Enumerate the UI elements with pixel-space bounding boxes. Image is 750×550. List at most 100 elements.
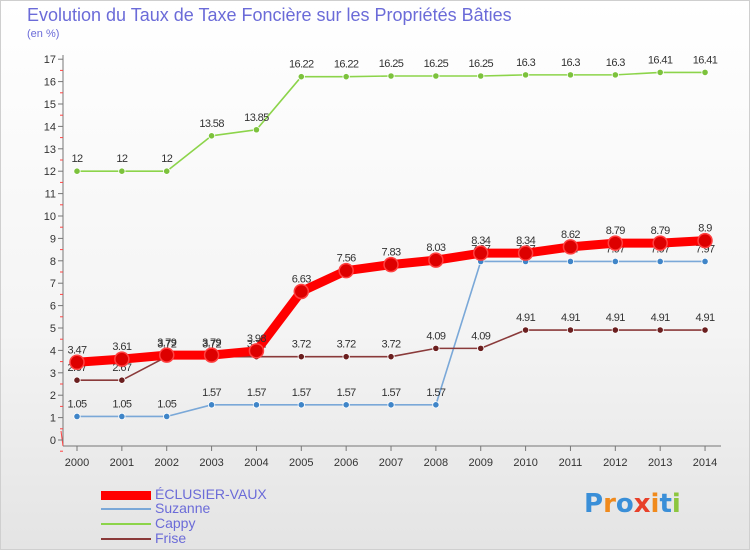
data-point-cappy: [611, 71, 619, 79]
y-axis-break-mark: [60, 430, 64, 447]
data-point-eclusier-vaux: [293, 283, 310, 300]
data-label-frise: 4.91: [696, 312, 715, 324]
data-point-cappy: [477, 72, 485, 80]
data-point-eclusier-vaux: [607, 235, 624, 251]
data-label-frise: 3.72: [202, 339, 221, 351]
data-point-suzanne: [297, 401, 305, 409]
data-point-suzanne: [252, 401, 261, 409]
x-tick-label: 2002: [154, 457, 178, 469]
data-label-frise: 4.91: [606, 312, 625, 324]
y-tick-label: 15: [44, 99, 56, 111]
legend-item-frise: Frise: [101, 530, 361, 546]
y-tick-label: 5: [50, 323, 56, 335]
data-point-cappy: [656, 68, 664, 77]
data-point-eclusier-vaux: [517, 245, 534, 261]
data-label-eclusier-vaux: 3.47: [67, 344, 86, 356]
data-label-suzanne: 1.05: [112, 398, 131, 410]
data-label-cappy: 12: [71, 153, 83, 165]
data-point-eclusier-vaux: [158, 347, 175, 363]
data-label-frise: 3.72: [292, 339, 311, 351]
data-point-suzanne: [73, 412, 81, 421]
y-tick-label: 11: [45, 189, 56, 201]
data-point-suzanne: [701, 257, 709, 266]
data-point-frise: [387, 353, 395, 361]
legend-item-suzanne: Suzanne: [101, 500, 361, 516]
data-label-eclusier-vaux: 3.79: [157, 337, 176, 349]
legend-label-suzanne: Suzanne: [155, 500, 211, 516]
data-label-suzanne: 1.57: [382, 387, 401, 399]
data-label-frise: 4.91: [516, 312, 535, 324]
data-label-cappy: 16.22: [334, 59, 359, 71]
y-tick-label: 17: [44, 54, 56, 66]
x-tick-label: 2010: [513, 457, 537, 469]
data-point-suzanne: [118, 412, 126, 421]
data-point-frise: [566, 326, 575, 334]
data-point-frise: [521, 326, 530, 334]
data-label-eclusier-vaux: 7.83: [382, 247, 401, 259]
data-label-suzanne: 1.05: [157, 398, 176, 410]
data-label-frise: 4.09: [471, 330, 490, 342]
data-label-eclusier-vaux: 7.56: [337, 253, 356, 265]
y-tick-label: 12: [44, 166, 56, 178]
y-tick-label: 8: [50, 256, 56, 268]
data-label-cappy: 16.25: [468, 58, 493, 70]
legend-item-cappy: Cappy: [101, 515, 361, 531]
data-label-cappy: 13.85: [244, 112, 269, 124]
legend-swatch-eclusier-vaux: [101, 490, 151, 500]
x-tick-label: 2013: [648, 457, 672, 469]
logo-letter: i: [650, 489, 660, 519]
data-point-eclusier-vaux: [338, 262, 354, 279]
y-tick-label: 16: [44, 77, 56, 89]
data-label-cappy: 16.41: [693, 54, 718, 66]
logo-letter: r: [603, 489, 616, 519]
data-point-eclusier-vaux: [114, 351, 130, 367]
legend-swatch-cappy: [101, 523, 151, 525]
data-label-eclusier-vaux: 3.98: [247, 333, 266, 345]
y-tick-label: 6: [50, 301, 56, 313]
data-label-frise: 4.09: [426, 330, 445, 342]
x-tick-label: 2000: [65, 457, 89, 469]
legend-swatch-suzanne: [101, 508, 151, 510]
data-label-eclusier-vaux: 8.79: [606, 225, 625, 237]
data-point-frise: [342, 353, 350, 361]
data-label-suzanne: 1.05: [67, 398, 86, 410]
chart-title: Evolution du Taux de Taxe Foncière sur l…: [27, 5, 512, 25]
data-point-cappy: [432, 72, 440, 80]
data-point-eclusier-vaux: [383, 256, 399, 273]
data-point-suzanne: [432, 401, 440, 409]
x-tick-label: 2001: [110, 457, 134, 469]
logo-letter: i: [671, 489, 681, 519]
data-label-cappy: 16.3: [561, 57, 580, 69]
data-point-eclusier-vaux: [428, 252, 444, 268]
x-tick-label: 2008: [424, 457, 448, 469]
x-tick-label: 2004: [244, 457, 268, 469]
data-point-eclusier-vaux: [69, 354, 85, 371]
data-label-cappy: 16.25: [424, 58, 449, 70]
data-label-eclusier-vaux: 8.34: [516, 235, 535, 247]
data-point-frise: [297, 353, 305, 361]
legend-label-cappy: Cappy: [155, 515, 196, 531]
data-label-frise: 3.72: [157, 339, 176, 351]
x-tick-label: 2009: [468, 457, 492, 469]
data-point-suzanne: [163, 412, 171, 421]
data-point-suzanne: [611, 257, 619, 266]
data-point-frise: [701, 326, 709, 334]
data-label-cappy: 13.58: [199, 118, 224, 130]
legend-label-eclusier-vaux: ÉCLUSIER-VAUX: [155, 486, 267, 502]
data-label-frise: 4.91: [561, 312, 580, 324]
y-tick-label: 1: [50, 413, 56, 425]
x-tick-label: 2012: [603, 457, 627, 469]
x-tick-label: 2005: [289, 457, 313, 469]
data-label-eclusier-vaux: 3.79: [202, 337, 221, 349]
data-point-eclusier-vaux: [203, 347, 220, 363]
data-label-eclusier-vaux: 8.79: [651, 225, 670, 237]
data-label-eclusier-vaux: 8.34: [471, 235, 490, 247]
data-point-suzanne: [342, 401, 350, 409]
legend-label-frise: Frise: [155, 530, 187, 546]
data-point-cappy: [207, 132, 216, 140]
y-tick-label: 10: [44, 211, 56, 223]
x-tick-label: 2011: [559, 457, 583, 469]
x-tick-label: 2003: [199, 457, 223, 469]
data-label-suzanne: 1.57: [292, 387, 311, 399]
